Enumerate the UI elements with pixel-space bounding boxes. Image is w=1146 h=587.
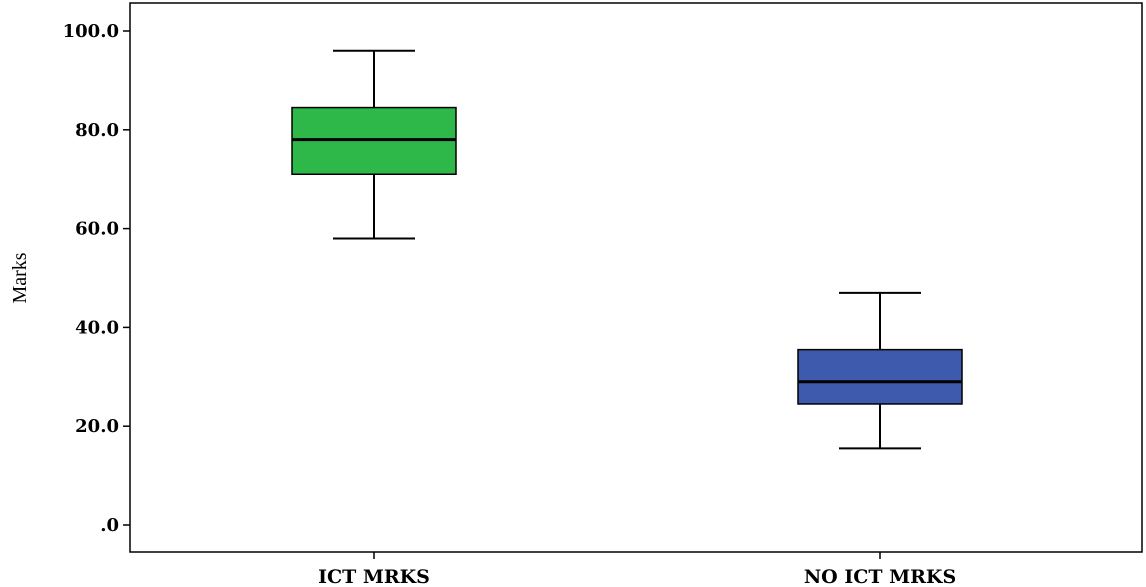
y-tick-label: 80.0: [75, 120, 119, 141]
x-tick-label: ICT MRKS: [318, 566, 430, 587]
x-axis: ICT MRKS NO ICT MRKS: [318, 552, 956, 587]
iqr-box: [797, 348, 963, 405]
boxes-layer: [291, 49, 963, 450]
y-axis: .0 20.0 40.0 60.0 80.0 100.0: [63, 21, 130, 536]
plot-area-frame: [129, 2, 1143, 553]
y-axis-label: Marks: [9, 252, 31, 303]
y-tick-label: 100.0: [63, 21, 119, 42]
box-2: [797, 291, 963, 450]
y-tick-label: 40.0: [75, 317, 119, 338]
x-tick-label: NO ICT MRKS: [804, 566, 956, 587]
y-tick-label: .0: [100, 515, 119, 536]
y-tick-label: 20.0: [75, 416, 119, 437]
box-1: [291, 49, 457, 240]
y-tick-label: 60.0: [75, 219, 119, 240]
